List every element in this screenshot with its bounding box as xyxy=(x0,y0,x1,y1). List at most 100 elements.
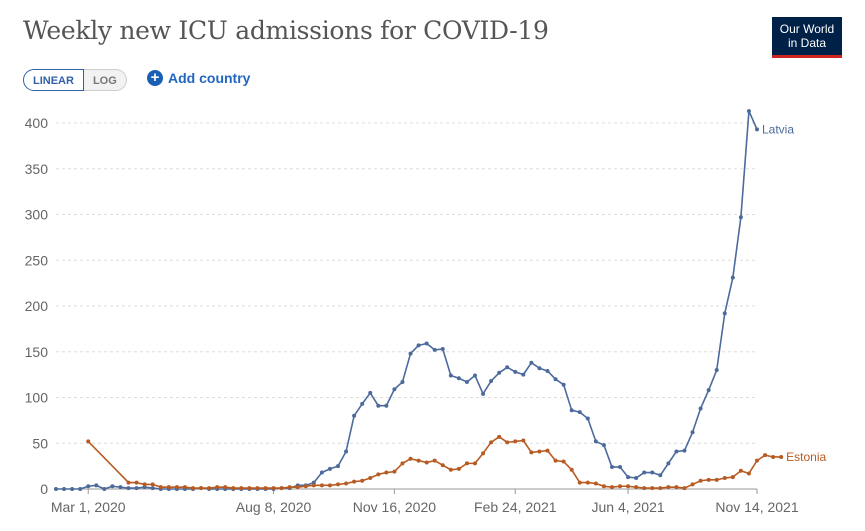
estonia-data-point xyxy=(424,460,429,465)
latvia-data-point xyxy=(569,408,574,413)
estonia-data-point xyxy=(142,482,147,487)
latvia-data-point xyxy=(150,486,155,491)
latvia-data-point xyxy=(529,360,534,365)
estonia-data-point xyxy=(311,483,316,488)
estonia-data-point xyxy=(271,486,276,491)
latvia-series-label: Latvia xyxy=(762,122,794,136)
latvia-data-point xyxy=(86,484,91,489)
x-tick-label: Feb 24, 2021 xyxy=(474,499,557,515)
x-tick-label: Mar 1, 2020 xyxy=(51,499,126,515)
estonia-data-point xyxy=(497,434,502,439)
estonia-data-point xyxy=(521,438,526,443)
latvia-data-point xyxy=(336,464,341,469)
y-tick-label: 200 xyxy=(25,298,49,314)
linear-scale-button[interactable]: LINEAR xyxy=(23,69,84,91)
latvia-data-point xyxy=(674,449,679,454)
estonia-data-point xyxy=(456,466,461,471)
estonia-data-point xyxy=(231,486,236,491)
x-tick-label: Jun 4, 2021 xyxy=(591,499,664,515)
latvia-data-point xyxy=(319,470,324,475)
latvia-data-point xyxy=(102,487,107,491)
estonia-data-point xyxy=(738,468,743,473)
latvia-data-point xyxy=(755,127,759,132)
estonia-data-point xyxy=(618,484,623,489)
y-tick-label: 50 xyxy=(32,435,48,451)
latvia-data-point xyxy=(489,379,494,384)
estonia-data-point xyxy=(263,486,268,491)
latvia-data-point xyxy=(593,439,598,444)
latvia-data-point xyxy=(408,351,413,356)
latvia-data-point xyxy=(376,403,381,408)
estonia-data-point xyxy=(368,476,373,481)
estonia-data-point xyxy=(319,483,324,488)
estonia-data-point xyxy=(771,454,776,459)
latvia-data-point xyxy=(94,483,99,488)
latvia-data-point xyxy=(440,347,445,352)
estonia-data-point xyxy=(601,484,606,489)
latvia-series-line xyxy=(56,110,758,490)
estonia-data-point xyxy=(593,481,598,486)
estonia-data-point xyxy=(207,486,212,491)
latvia-data-point xyxy=(585,416,590,421)
x-tick-label: Nov 16, 2020 xyxy=(353,499,436,515)
estonia-data-point xyxy=(255,486,260,491)
latvia-data-point xyxy=(62,487,67,491)
owid-logo[interactable]: Our World in Data xyxy=(772,17,842,58)
estonia-data-point xyxy=(545,448,550,453)
estonia-data-point xyxy=(666,485,671,490)
estonia-series-label: Estonia xyxy=(786,450,826,464)
latvia-data-point xyxy=(537,366,542,371)
latvia-data-point xyxy=(618,465,623,470)
estonia-data-point xyxy=(609,485,614,490)
latvia-data-point xyxy=(311,480,316,485)
log-scale-button[interactable]: LOG xyxy=(83,69,127,91)
latvia-data-point xyxy=(424,341,429,346)
x-tick-label: Nov 14, 2021 xyxy=(715,499,798,515)
latvia-data-point xyxy=(730,275,735,280)
estonia-data-point xyxy=(682,486,687,491)
estonia-data-point xyxy=(553,458,558,463)
estonia-data-point xyxy=(746,471,751,476)
estonia-data-point xyxy=(392,469,397,474)
latvia-data-point xyxy=(706,388,711,393)
latvia-data-point xyxy=(722,311,727,316)
latvia-data-point xyxy=(448,373,453,378)
estonia-data-point xyxy=(706,477,711,482)
estonia-data-point xyxy=(400,461,405,466)
latvia-data-point xyxy=(327,466,332,471)
estonia-data-point xyxy=(182,485,187,490)
latvia-data-point xyxy=(432,347,437,352)
estonia-data-point xyxy=(215,485,220,490)
latvia-data-point xyxy=(464,379,469,384)
estonia-data-point xyxy=(174,485,179,490)
y-tick-label: 0 xyxy=(40,481,48,497)
estonia-data-point xyxy=(674,485,679,490)
estonia-data-point xyxy=(730,475,735,480)
latvia-data-point xyxy=(70,487,75,491)
estonia-data-point xyxy=(344,481,349,486)
latvia-data-point xyxy=(456,376,461,381)
estonia-data-point xyxy=(384,470,389,475)
estonia-data-point xyxy=(569,467,574,472)
latvia-data-point xyxy=(642,470,647,475)
estonia-data-point xyxy=(223,485,228,490)
latvia-data-point xyxy=(368,390,373,395)
latvia-data-point xyxy=(400,379,405,384)
latvia-data-point xyxy=(344,449,349,454)
estonia-data-point xyxy=(489,440,494,445)
estonia-data-point xyxy=(336,482,341,487)
estonia-data-point xyxy=(561,459,566,464)
estonia-data-point xyxy=(537,449,542,454)
estonia-data-point xyxy=(239,486,244,491)
logo-line-2: in Data xyxy=(787,36,827,50)
y-tick-label: 400 xyxy=(25,115,49,131)
estonia-data-point xyxy=(287,485,292,490)
latvia-data-point xyxy=(553,377,558,382)
latvia-data-point xyxy=(481,391,486,396)
latvia-data-point xyxy=(601,443,606,448)
latvia-data-point xyxy=(134,486,139,491)
estonia-data-point xyxy=(158,485,163,490)
add-country-button[interactable]: + Add country xyxy=(147,70,250,86)
estonia-data-point xyxy=(295,485,300,490)
latvia-data-point xyxy=(497,370,502,375)
